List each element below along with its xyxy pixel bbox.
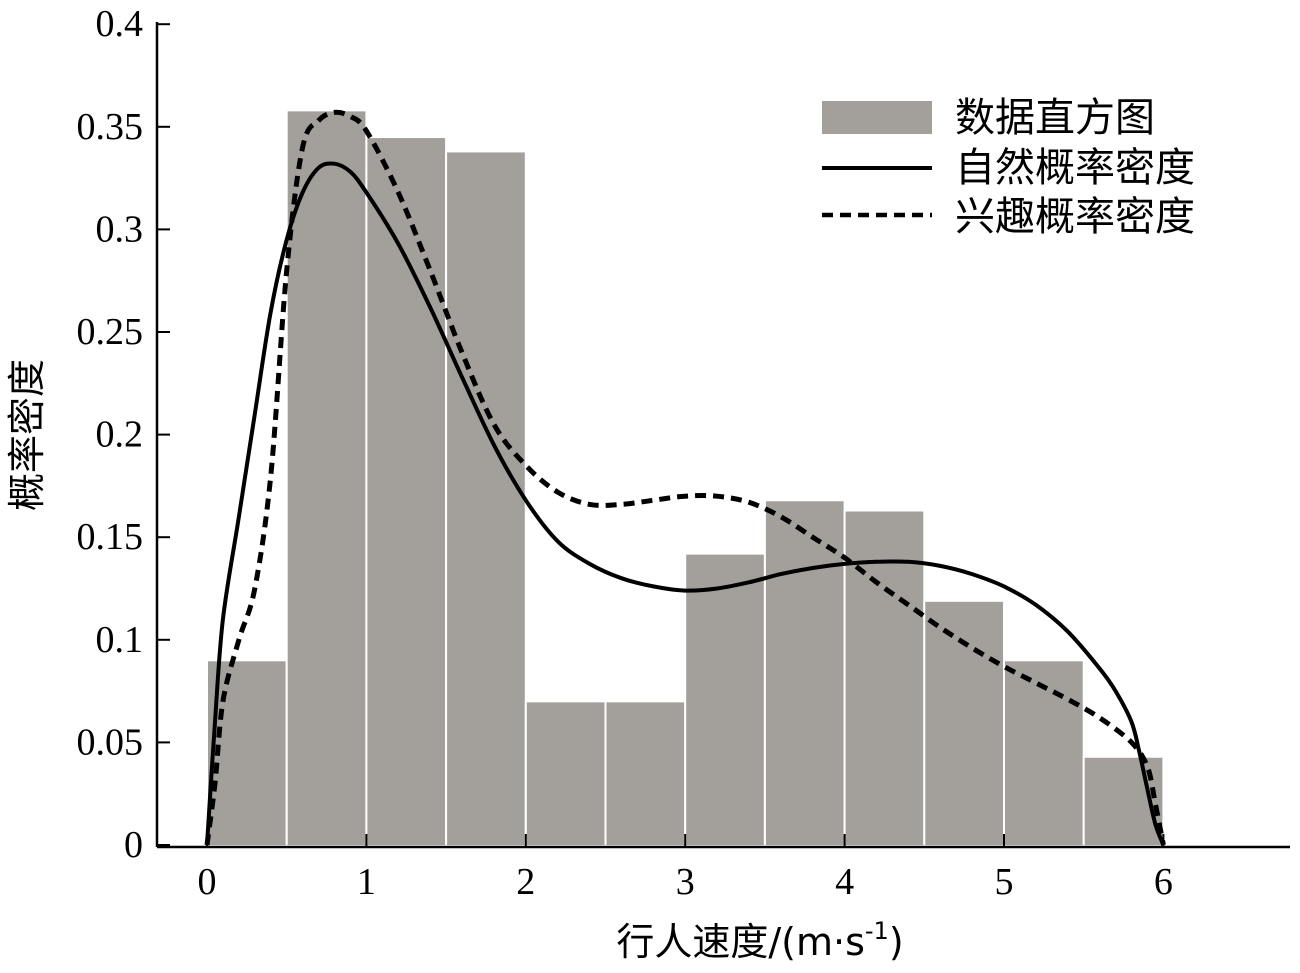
y-ticks: 0 0.05 0.1 0.15 0.2 0.25 0.3 0.35 0.4 <box>77 3 170 866</box>
interest-density-line <box>204 109 1166 846</box>
legend-label-natural: 自然概率密度 <box>955 145 1195 191</box>
x-tick-label: 1 <box>357 861 376 903</box>
x-tick-label: 4 <box>835 861 854 903</box>
histogram-bar <box>684 552 766 848</box>
y-tick-label: 0.4 <box>96 3 144 45</box>
x-tick-label: 2 <box>516 861 535 903</box>
legend: 数据直方图 自然概率密度 兴趣概率密度 <box>822 95 1195 240</box>
y-tick-label: 0.35 <box>77 106 144 148</box>
y-tick-label: 0.2 <box>96 414 144 456</box>
y-tick-label: 0.25 <box>77 311 144 353</box>
x-tick-label: 0 <box>198 861 217 903</box>
x-tick-label: 6 <box>1154 861 1173 903</box>
histogram-bar <box>763 499 846 847</box>
y-tick-label: 0.1 <box>96 619 144 661</box>
histogram-bar <box>285 109 368 848</box>
legend-label-histogram: 数据直方图 <box>955 95 1155 141</box>
y-tick-label: 0 <box>124 824 143 866</box>
x-ticks: 01234567 <box>198 834 1173 903</box>
x-axis-title: 行人速度/(m·s-1) <box>616 917 903 964</box>
y-tick-label: 0.15 <box>77 516 144 558</box>
histogram-bar <box>1003 659 1085 847</box>
legend-swatch-histogram <box>822 101 932 134</box>
y-tick-label: 0.3 <box>96 208 144 250</box>
natural-density-line <box>205 161 1166 846</box>
y-tick-label: 0.05 <box>77 721 144 763</box>
x-tick-label: 5 <box>995 861 1014 903</box>
histogram-bar <box>445 150 527 847</box>
histogram-bar <box>923 599 1005 848</box>
density-lines <box>204 109 1166 846</box>
y-axis-title: 概率密度 <box>5 359 49 511</box>
x-tick-label: 3 <box>676 861 695 903</box>
histogram-bars <box>206 109 1165 848</box>
histogram-bar <box>206 659 288 847</box>
histogram-bar <box>524 700 607 847</box>
legend-label-interest: 兴趣概率密度 <box>955 194 1195 240</box>
histogram-bar <box>365 136 448 847</box>
histogram-bar <box>604 700 687 847</box>
